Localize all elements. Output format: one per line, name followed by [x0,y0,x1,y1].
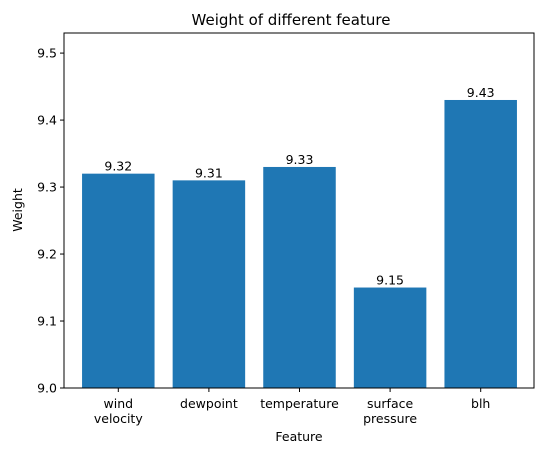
x-axis: wind velocity dewpoint temperature surface pr… [94,388,490,426]
x-tick-label-line: surface [367,396,414,411]
bar [263,166,336,388]
data-labels-group: 9.32 9.31 9.33 9.15 9.43 [104,85,494,288]
plot-frame [63,32,535,389]
bars-group [82,99,517,388]
x-tick-label-line: blh [471,396,490,411]
y-tick-label: 9.4 [37,113,57,128]
bar [82,173,155,388]
bar-value-label: 9.43 [467,85,495,100]
x-tick-label-line: temperature [260,396,339,411]
y-tick-label: 9.1 [37,314,57,329]
y-tick-label: 9.2 [37,247,57,262]
bar-value-label: 9.33 [286,152,314,167]
x-axis-label: Feature [275,429,323,444]
x-tick-label: surface pressure [363,396,417,426]
y-tick-label: 9.3 [37,180,57,195]
y-tick-label: 9.5 [37,46,57,61]
x-tick-label: wind velocity [94,396,143,426]
bar-value-label: 9.15 [376,273,404,288]
y-axis-label: Weight [10,188,25,232]
bar [353,287,427,388]
x-tick-label: temperature [260,396,339,411]
x-tick-label-line: dewpoint [180,396,238,411]
bar-value-label: 9.32 [104,159,132,174]
bar [172,180,246,388]
x-tick-label: dewpoint [180,396,238,411]
x-tick-label-line: pressure [363,411,417,426]
chart-title: Weight of different feature [192,11,391,29]
x-tick-label-line: wind [104,396,134,411]
y-axis: 9.0 9.1 9.2 9.3 9.4 9.5 [37,46,64,396]
bar [444,99,517,388]
x-tick-label: blh [471,396,490,411]
bar-value-label: 9.31 [195,165,223,180]
y-tick-label: 9.0 [37,381,57,396]
x-tick-label-line: velocity [94,411,143,426]
